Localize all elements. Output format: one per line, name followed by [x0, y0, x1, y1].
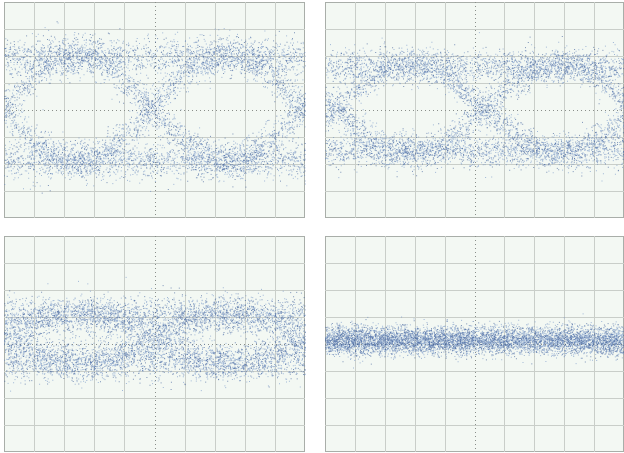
- panel-background: [326, 3, 624, 218]
- eye-diagrams: [0, 0, 624, 453]
- scope-panel: [4, 236, 306, 452]
- scope-panel: [325, 2, 624, 218]
- scope-panel: [4, 2, 306, 218]
- page: (() => { const data = JSON.parse(documen…: [0, 0, 624, 453]
- scope-panel: [325, 236, 624, 452]
- panel-background: [5, 3, 305, 218]
- panel-background: [5, 237, 305, 452]
